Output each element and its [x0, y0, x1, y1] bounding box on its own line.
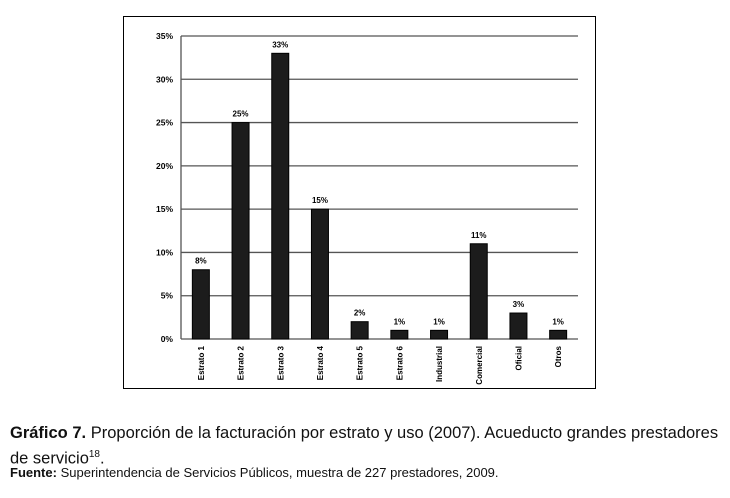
bar — [350, 321, 369, 340]
bar — [509, 312, 528, 340]
caption-label: Gráfico 7. — [10, 424, 87, 442]
bar — [231, 122, 250, 340]
caption-text: Proporción de la facturación por estrato… — [10, 424, 719, 468]
bar — [430, 329, 449, 340]
y-tick-label: 5% — [161, 291, 174, 301]
caption-end: . — [100, 449, 105, 468]
value-label: 33% — [272, 40, 288, 49]
x-tick-label: Estrato 1 — [197, 345, 206, 380]
y-tick-label: 0% — [161, 334, 174, 344]
value-label: 1% — [552, 317, 564, 326]
y-tick-label: 35% — [156, 31, 173, 41]
value-label: 1% — [433, 317, 445, 326]
value-label: 8% — [195, 257, 207, 266]
bar — [191, 269, 210, 340]
source-label: Fuente: — [10, 465, 57, 480]
x-tick-label: Estrato 3 — [276, 345, 285, 380]
x-tick-label: Estrato 6 — [395, 345, 404, 380]
caption-note: 18 — [88, 449, 100, 460]
chart-frame — [123, 16, 596, 389]
bar — [390, 329, 409, 340]
bar — [469, 243, 488, 340]
chart: 0% 5% 10% 15% 20% 25% 30% 35% Estrato 1 8% Estrato… — [123, 16, 596, 389]
caption: Gráfico 7. Proporción de la facturación … — [10, 422, 722, 470]
x-tick-label: Industrial — [435, 346, 444, 382]
source: Fuente: Superintendencia de Servicios Pú… — [10, 465, 499, 480]
bar — [549, 329, 568, 340]
bar — [310, 208, 329, 340]
y-tick-label: 15% — [156, 204, 173, 214]
x-tick-label: Otros — [554, 345, 563, 367]
value-label: 3% — [513, 300, 525, 309]
y-tick-label: 10% — [156, 247, 173, 257]
x-tick-label: Oficial — [514, 346, 523, 370]
value-label: 1% — [394, 317, 406, 326]
y-tick-label: 30% — [156, 74, 173, 84]
y-tick-label: 25% — [156, 118, 173, 128]
value-label: 11% — [471, 231, 487, 240]
bar — [271, 52, 290, 340]
source-text: Superintendencia de Servicios Públicos, … — [60, 465, 499, 480]
x-tick-label: Estrato 5 — [356, 345, 365, 380]
x-tick-label: Estrato 4 — [316, 345, 325, 380]
value-label: 2% — [354, 309, 366, 318]
value-label: 15% — [312, 196, 328, 205]
x-tick-label: Estrato 2 — [237, 345, 246, 380]
x-tick-label: Comercial — [475, 346, 484, 385]
value-label: 25% — [233, 110, 249, 119]
y-tick-label: 20% — [156, 161, 173, 171]
